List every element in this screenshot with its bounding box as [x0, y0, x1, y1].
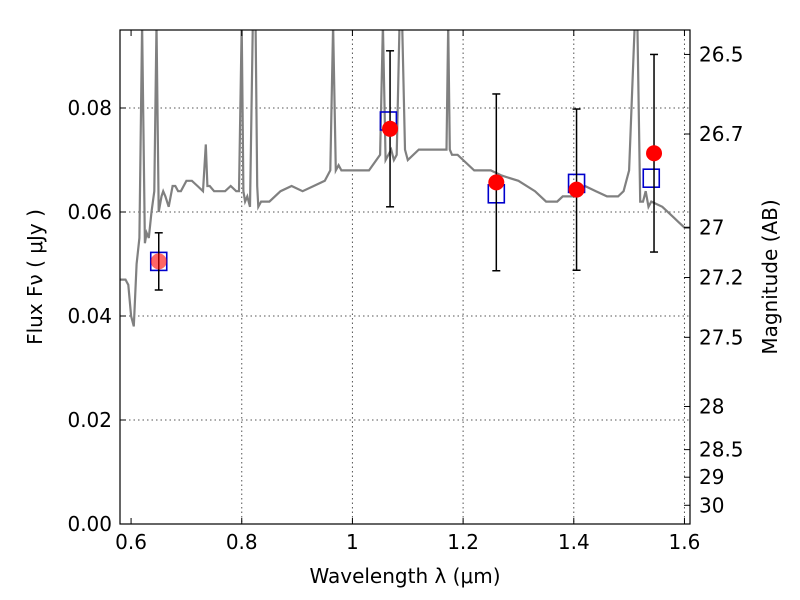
- y2-tick-label: 28: [699, 394, 724, 418]
- observed-flux-point: [488, 174, 505, 191]
- axis-ticks: 0.6 0.8 1 1.2 1.4 1.6 0.00 0.02 0.04 0.06 0.08 26.5…: [67, 30, 744, 554]
- plot-frame: [119, 29, 691, 525]
- y2-tick-label: 26.5: [699, 42, 744, 66]
- y-tick-label: 0.06: [67, 200, 112, 224]
- y2-tick-label: 26.7: [699, 122, 744, 146]
- y2-tick-label: 27: [699, 216, 724, 240]
- y2-tick-label: 27.2: [699, 266, 744, 290]
- observed-flux-point: [382, 120, 399, 137]
- y2-tick-label: 29: [699, 465, 724, 489]
- y-tick-label: 0.08: [67, 96, 112, 120]
- y2-tick-label: 27.5: [699, 325, 744, 349]
- x-tick-label: 1.2: [447, 530, 479, 554]
- x-tick-label: 0.8: [226, 530, 258, 554]
- y-tick-label: 0.00: [67, 512, 112, 536]
- observed-flux-point: [646, 145, 663, 162]
- observed-flux-point: [568, 181, 585, 198]
- x-tick-label: 1: [346, 530, 359, 554]
- x-tick-label: 0.6: [115, 530, 147, 554]
- y-tick-label: 0.02: [67, 408, 112, 432]
- data-layer: [120, 30, 690, 327]
- x-tick-label: 1.6: [669, 530, 701, 554]
- y2-axis-label: Magnitude (AB): [758, 199, 782, 354]
- x-tick-label: 1.4: [558, 530, 590, 554]
- model-square-point: [642, 168, 661, 188]
- x-axis-label: Wavelength λ (μm): [309, 564, 500, 588]
- spectrum-line: [120, 30, 690, 327]
- y-tick-label: 0.04: [67, 304, 112, 328]
- y2-tick-label: 28.5: [699, 438, 744, 462]
- y-axis-label: Flux Fν ( μJy ): [23, 209, 47, 345]
- observed-flux-point: [150, 253, 167, 270]
- y2-tick-label: 30: [699, 493, 724, 517]
